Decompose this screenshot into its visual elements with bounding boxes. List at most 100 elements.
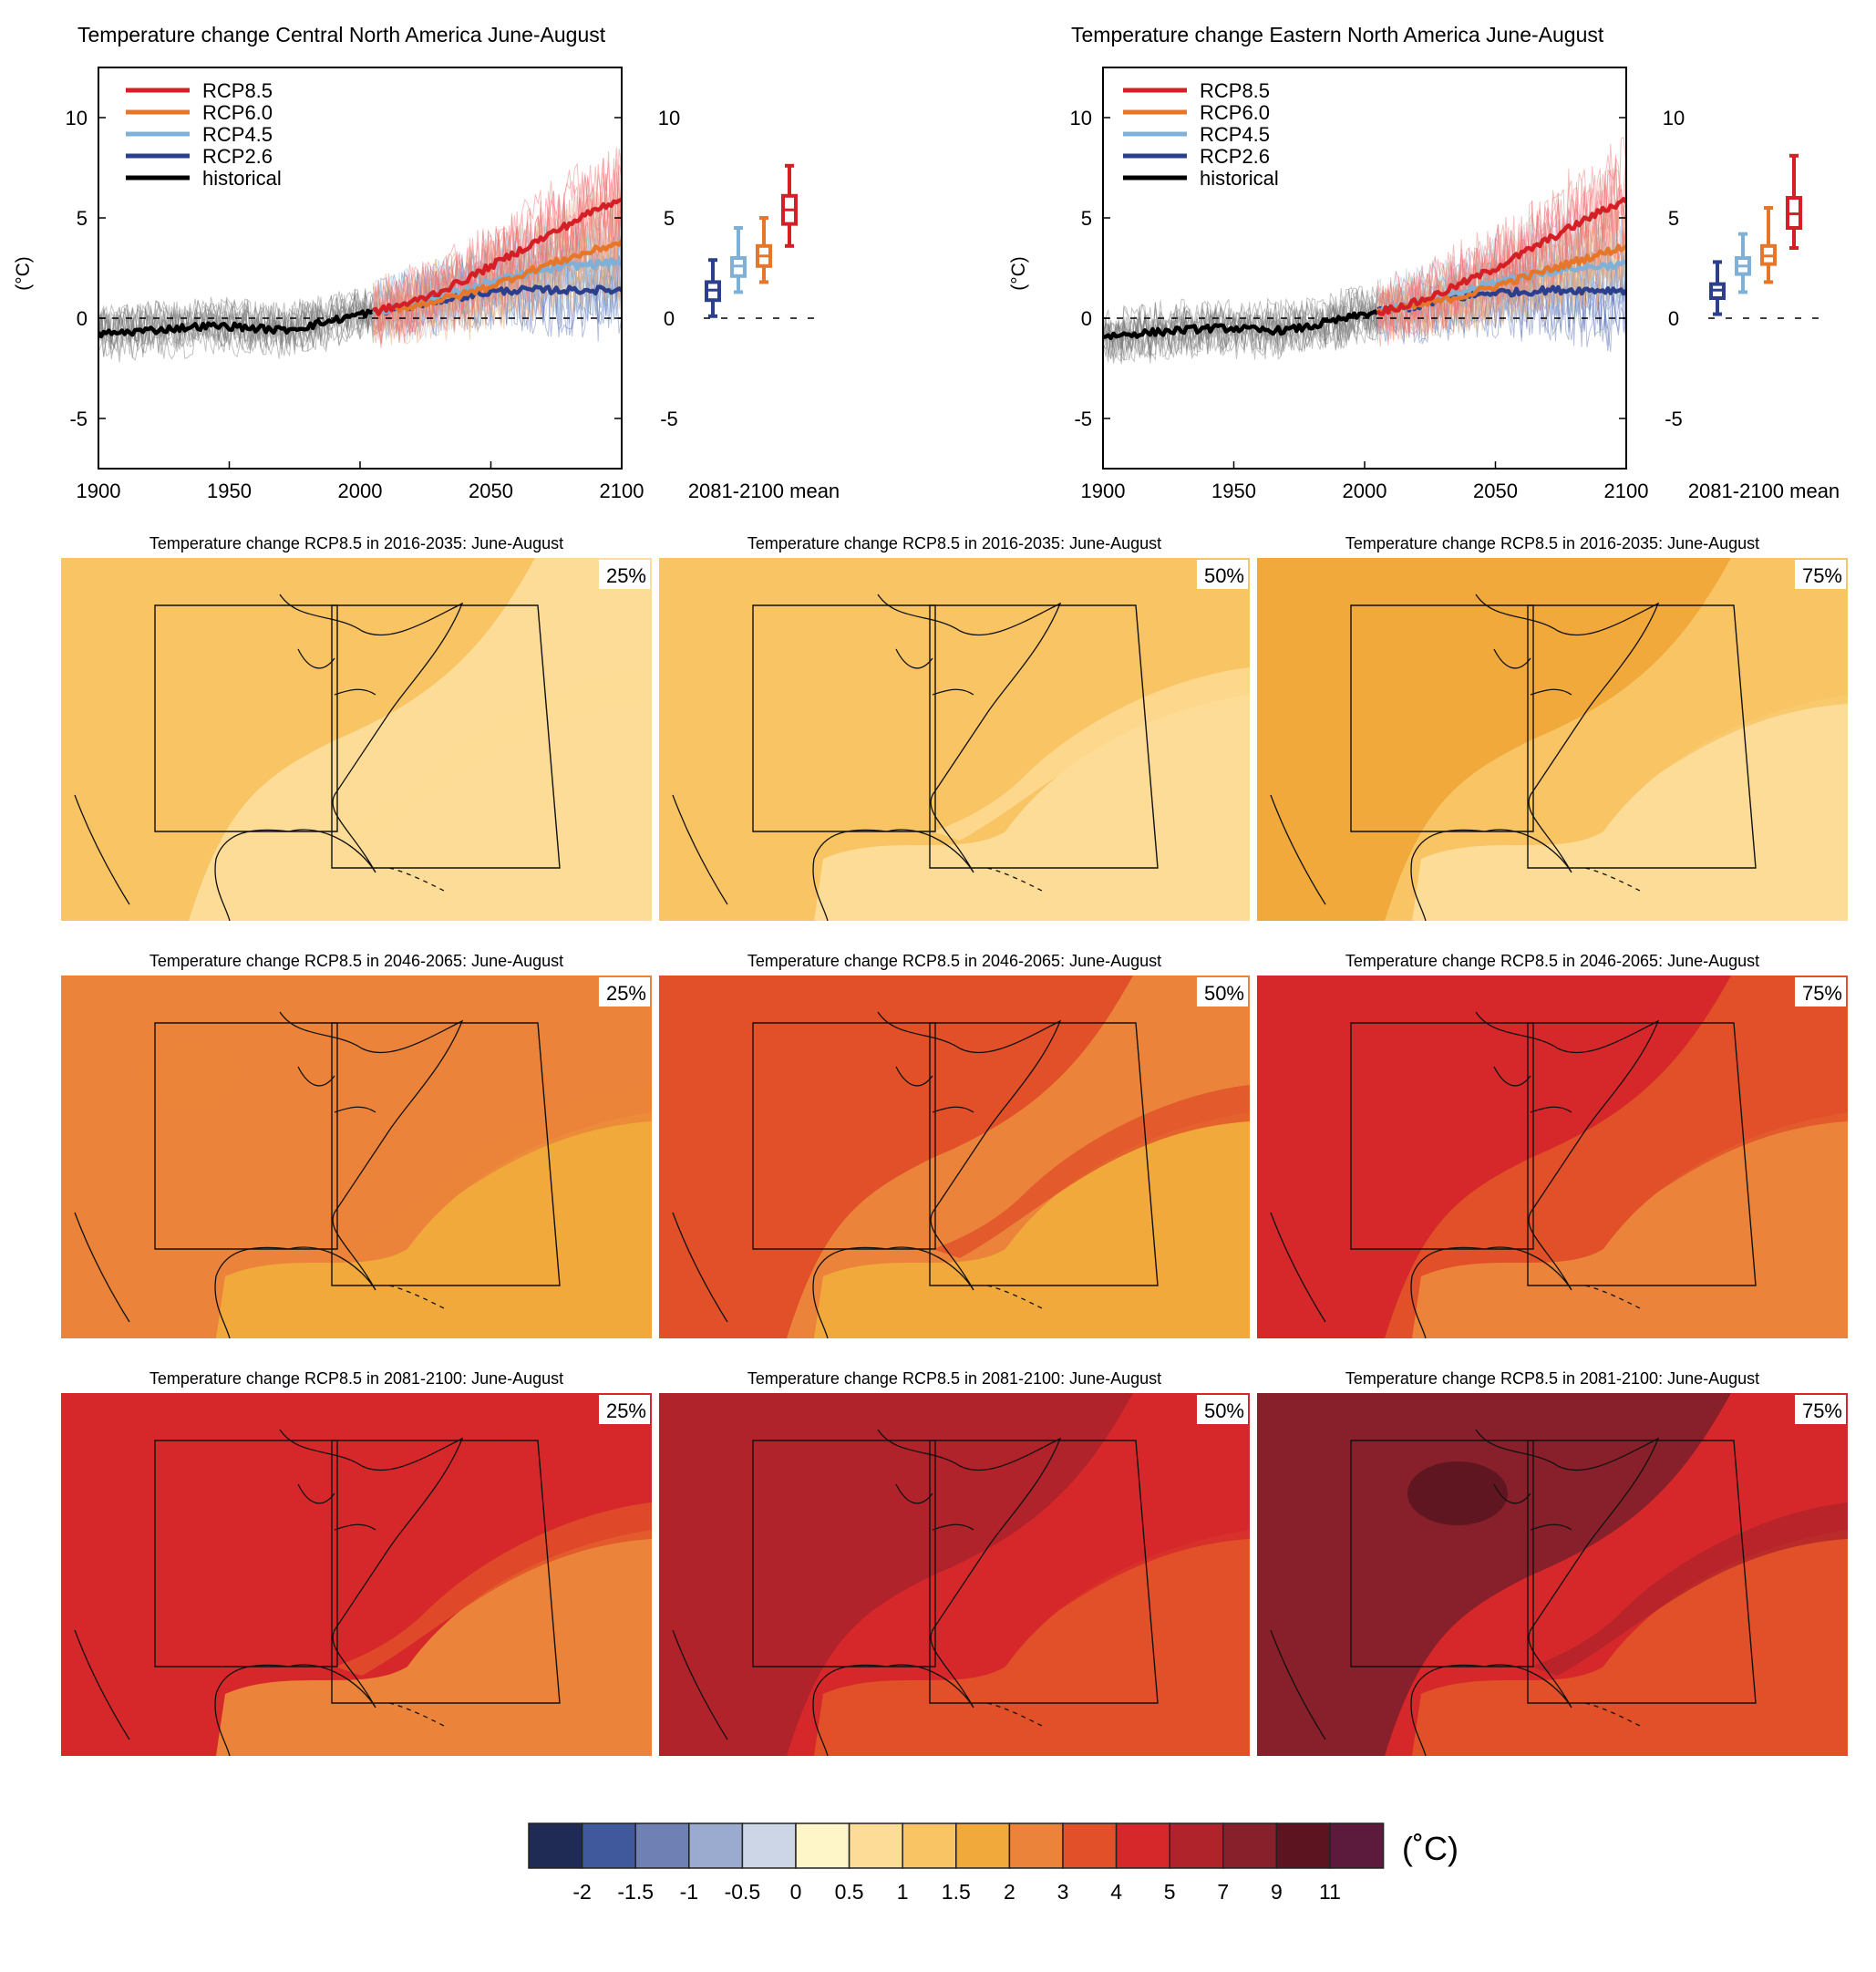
- map-panel: 75% Temperature change RCP8.5 in 2081-210…: [1257, 1369, 1848, 1757]
- great-lakes-outline: [1530, 1106, 1572, 1113]
- y-tick-label-right: 10: [658, 107, 680, 129]
- percentile-label-bg: [1795, 1395, 1846, 1424]
- map-contour-region: [1531, 667, 1848, 841]
- coastline: [214, 594, 464, 922]
- region-box-central: [1350, 604, 1534, 832]
- region-box-central: [752, 1022, 936, 1250]
- boxplots: [704, 163, 822, 319]
- boxplot-rcp85: [1786, 153, 1802, 250]
- region-box-eastern: [929, 604, 1159, 869]
- island-chain: [986, 867, 1043, 892]
- region-box-eastern: [331, 1022, 561, 1286]
- region-box-central: [752, 604, 936, 832]
- map-contour-region: [1531, 1502, 1848, 1676]
- map-contour-blob: [773, 626, 873, 690]
- map-panel-title: Temperature change RCP8.5 in 2016-2035: …: [1345, 534, 1759, 552]
- coastline: [672, 1212, 728, 1323]
- colorbar-tick-label: 9: [1271, 1880, 1283, 1904]
- map-panel-title: Temperature change RCP8.5 in 2046-2065: …: [1345, 952, 1759, 970]
- map-panel: 75% Temperature change RCP8.5 in 2016-203…: [1257, 534, 1848, 922]
- great-lakes-outline: [334, 688, 376, 696]
- y-tick-label-right: 10: [1663, 107, 1685, 129]
- great-lakes-outline: [1493, 1066, 1531, 1087]
- colorbar-tick-label: -2: [572, 1880, 591, 1904]
- series-line-rcp85: [1376, 196, 1626, 316]
- map-panel-title: Temperature change RCP8.5 in 2016-2035: …: [149, 534, 563, 552]
- y-tick-label: 10: [1070, 107, 1092, 129]
- map-panel: 25% Temperature change RCP8.5 in 2016-203…: [61, 534, 652, 922]
- colorbar: (˚C) -2 -1.5 -1 -0.5 0 0.5 1 1.5 2 3 4 5 7 9 11: [528, 1822, 1459, 1904]
- y-tick-label-right: 0: [1668, 307, 1679, 330]
- x-tick-label: 1950: [1211, 480, 1256, 502]
- ensemble-member-line: [372, 221, 622, 345]
- boxplot-rcp45: [1735, 232, 1751, 294]
- line-panel-eastern: Temperature change Eastern North America…: [1008, 23, 1840, 502]
- colorbar-tick-label: 7: [1217, 1880, 1229, 1904]
- map-contour-region: [1412, 1530, 1848, 1756]
- boxplot-rcp85: [781, 163, 798, 248]
- percentile-label: 50%: [1204, 982, 1244, 1005]
- great-lakes-outline: [932, 1106, 974, 1113]
- coastline: [1410, 594, 1660, 922]
- coastline: [672, 1629, 728, 1740]
- plot-area: [98, 147, 622, 363]
- boxplot-rcp60: [756, 216, 772, 284]
- map-panel: 25% Temperature change RCP8.5 in 2081-210…: [61, 1369, 652, 1757]
- ensemble-member-line: [1376, 155, 1626, 331]
- coastline: [1270, 1629, 1326, 1740]
- ensemble-member-line: [1376, 169, 1626, 334]
- legend-label: RCP2.6: [202, 145, 273, 168]
- series-line-rcp60: [372, 239, 622, 317]
- ensemble-member-line: [1376, 194, 1626, 334]
- y-tick-label: 5: [77, 207, 88, 230]
- great-lakes-outline: [297, 1066, 335, 1087]
- boxplot-rcp26: [705, 258, 721, 318]
- legend-label: historical: [202, 167, 282, 190]
- axes: 1900 1950 2000 2050 2100 10 10 5 5 0 0 -5 -5: [1070, 107, 1685, 502]
- great-lakes-outline: [932, 688, 974, 696]
- great-lakes-outline: [297, 1483, 335, 1504]
- colorbar-tick-label: 11: [1319, 1880, 1341, 1904]
- boxplots: [1708, 153, 1827, 319]
- y-tick-label-right: -5: [1665, 408, 1683, 430]
- boxplot-rcp45: [730, 226, 747, 294]
- map-contour-region: [933, 1085, 1250, 1258]
- great-lakes-outline: [1493, 648, 1531, 669]
- panel-title: Temperature change Eastern North America…: [1071, 23, 1604, 46]
- ensemble-member-line: [98, 291, 374, 348]
- y-axis-label: (°C): [13, 256, 34, 291]
- map-contour-region: [1531, 1085, 1848, 1258]
- legend: RCP8.5 RCP6.0 RCP4.5 RCP2.6 historical: [1123, 79, 1279, 190]
- map-contour-region: [1257, 1393, 1731, 1756]
- ensemble-member-line: [372, 159, 622, 334]
- map-contour-blob: [1407, 1044, 1508, 1108]
- map-panel-title: Temperature change RCP8.5 in 2081-2100: …: [747, 1369, 1161, 1388]
- x-tick-label: 1900: [1081, 480, 1126, 502]
- ensemble-member-line: [372, 191, 622, 325]
- colorbar-tick-label: 3: [1057, 1880, 1069, 1904]
- y-tick-label-right: 5: [664, 207, 675, 230]
- colorbar-swatch: [848, 1822, 903, 1869]
- great-lakes-outline: [895, 648, 933, 669]
- legend-label: RCP8.5: [1200, 79, 1270, 102]
- legend-label: RCP6.0: [1200, 101, 1270, 124]
- ensemble-member-line: [1376, 260, 1626, 346]
- region-box-eastern: [929, 1440, 1159, 1704]
- great-lakes-outline: [334, 1106, 376, 1113]
- colorbar-swatch: [1275, 1822, 1331, 1869]
- coastline: [1410, 1011, 1660, 1339]
- percentile-label: 50%: [1204, 1399, 1244, 1422]
- ensemble-member-line: [1103, 294, 1378, 358]
- region-box-eastern: [1527, 1440, 1757, 1704]
- colorbar-swatch: [1008, 1822, 1064, 1869]
- colorbar-tick-label: -1.5: [617, 1880, 654, 1904]
- colorbar-swatch: [1062, 1822, 1118, 1869]
- map-contour-region: [1412, 695, 1848, 921]
- y-tick-label-right: 5: [1668, 207, 1679, 230]
- ensemble-member-line: [1376, 136, 1626, 324]
- ensemble-member-line: [1376, 250, 1626, 330]
- coastline: [1270, 1212, 1326, 1323]
- map-contour-region: [1257, 976, 1731, 1338]
- ensemble-member-line: [372, 256, 622, 336]
- map-contour-region: [335, 667, 652, 841]
